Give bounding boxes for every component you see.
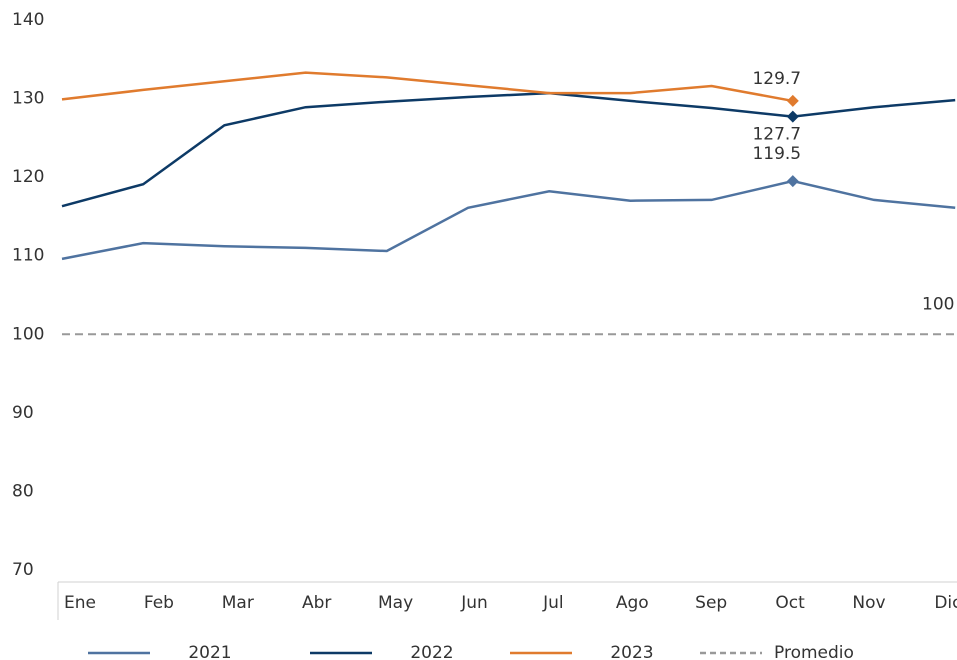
y-tick-label: 110 [12,246,44,266]
legend-label: 2022 [410,643,453,660]
x-tick-label: May [378,593,413,613]
point-marker [786,94,799,107]
legend-label: 2023 [610,643,653,660]
series-line [61,71,794,103]
y-tick-label: 130 [12,89,44,109]
data-label: 127.7 [752,125,801,145]
y-tick-label: 120 [12,167,44,187]
x-tick-label: Nov [852,593,885,613]
x-tick-label: Feb [144,593,174,613]
x-tick-label: Mar [222,593,254,613]
y-tick-label: 80 [12,481,34,501]
y-tick-label: 70 [12,560,34,580]
series-line [61,179,956,261]
y-tick-label: 100 [12,324,44,344]
x-tick-label: Ene [64,593,96,613]
legend-label: Promedio [774,643,854,660]
x-tick-label: Abr [302,593,331,613]
data-label: 100 [922,294,954,314]
series-line [61,91,956,208]
x-tick-label: Oct [775,593,805,613]
point-marker [786,175,799,188]
y-tick-label: 90 [12,403,34,423]
point-marker [786,110,799,123]
data-label: 129.7 [752,69,801,89]
data-label: 119.5 [752,144,801,164]
x-tick-label: Jun [460,593,488,613]
x-tick-label: Sep [695,593,727,613]
x-tick-label: Jul [542,593,564,613]
x-tick-label: Dic [934,593,957,613]
legend-label: 2021 [188,643,231,660]
x-tick-label: Ago [616,593,649,613]
y-tick-label: 140 [12,10,44,30]
